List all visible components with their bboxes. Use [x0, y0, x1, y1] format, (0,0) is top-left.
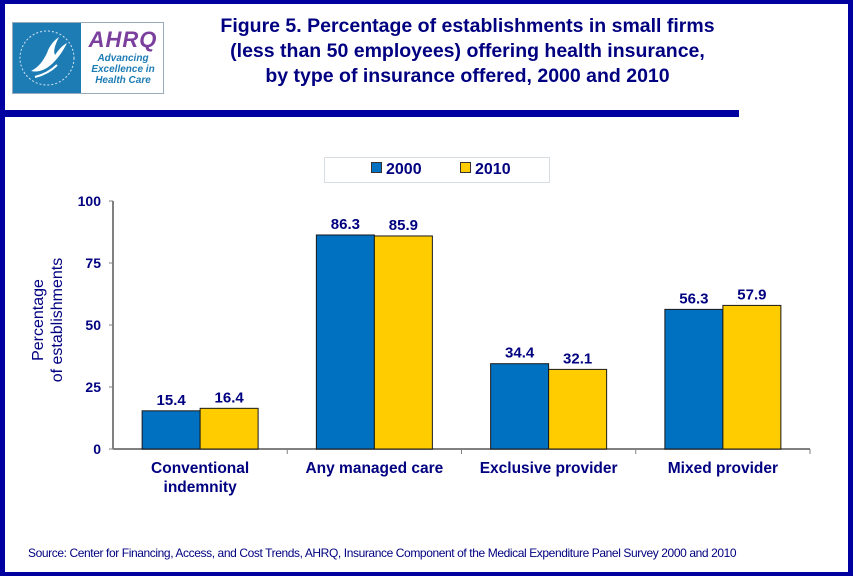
- x-category-label: Any managed care: [305, 460, 443, 477]
- ahrq-brand: AHRQ: [88, 27, 158, 52]
- y-tick-label: 100: [78, 193, 102, 209]
- bar-2010-1: [373, 235, 433, 450]
- legend: 2000 2010: [324, 157, 550, 183]
- ahrq-tagline-2: Excellence in: [91, 64, 155, 75]
- bar-2000-2: [490, 363, 550, 450]
- bar-2000-1: [315, 234, 375, 450]
- ahrq-tagline-1: Advancing: [97, 53, 149, 64]
- chart-title: Figure 5. Percentage of establishments i…: [200, 14, 735, 89]
- bar-2010-3: [722, 304, 782, 450]
- x-category-label: Mixed provider: [668, 460, 778, 477]
- data-label-2000-3: 56.3: [679, 290, 708, 307]
- data-label-2000-1: 86.3: [331, 216, 360, 233]
- data-label-2010-0: 16.4: [215, 389, 245, 406]
- ahrq-tagline-3: Health Care: [95, 75, 151, 86]
- legend-item-2010: 2010: [460, 161, 511, 179]
- legend-swatch-2010: [460, 162, 471, 173]
- title-line-3: by type of insurance offered, 2000 and 2…: [265, 65, 670, 87]
- y-tick-label: 25: [85, 379, 101, 395]
- x-category-label: Conventional: [151, 460, 249, 477]
- title-line-2: (less than 50 employees) offering health…: [230, 40, 705, 62]
- data-label-2010-2: 32.1: [563, 350, 592, 367]
- x-category-label: indemnity: [164, 479, 238, 496]
- bar-2010-0: [199, 407, 259, 450]
- legend-item-2000: 2000: [371, 161, 422, 179]
- title-underline-rule: [0, 110, 739, 117]
- legend-label-2010: 2010: [475, 161, 511, 178]
- data-label-2000-2: 34.4: [505, 345, 535, 362]
- source-note: Source: Center for Financing, Access, an…: [28, 546, 737, 560]
- bar-2000-3: [664, 308, 724, 450]
- hhs-eagle-icon: [13, 23, 81, 93]
- legend-swatch-2000: [371, 162, 382, 173]
- data-label-2010-1: 85.9: [389, 217, 418, 234]
- bar-2010-2: [548, 368, 608, 450]
- x-category-label: Exclusive provider: [480, 460, 618, 477]
- legend-label-2000: 2000: [386, 161, 422, 178]
- y-tick-label: 50: [85, 317, 101, 333]
- bar-2000-0: [141, 410, 201, 450]
- data-label-2000-0: 15.4: [157, 392, 187, 409]
- title-line-1: Figure 5. Percentage of establishments i…: [220, 15, 715, 37]
- y-tick-label: 0: [93, 441, 101, 457]
- ahrq-logo: AHRQ Advancing Excellence in Health Care: [12, 22, 164, 94]
- y-tick-label: 75: [85, 255, 101, 271]
- data-label-2010-3: 57.9: [737, 286, 766, 303]
